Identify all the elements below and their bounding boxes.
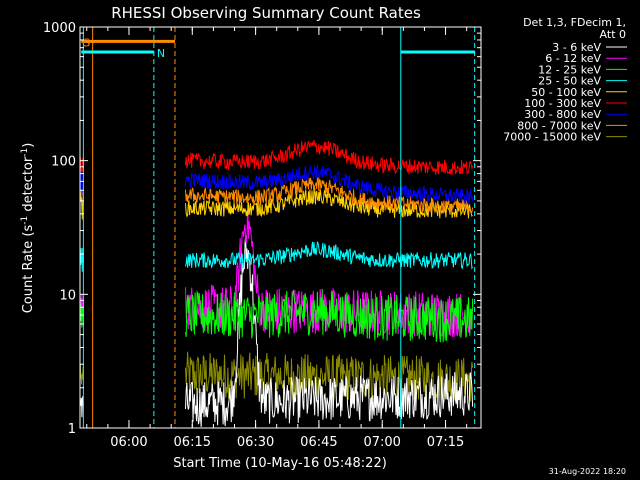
x-axis: 06:00 06:15 06:30 06:45 07:00 07:15 <box>86 27 468 450</box>
plot-frame <box>79 26 482 429</box>
legend-label: 100 - 300 keV <box>524 97 601 110</box>
legend-header-line-2: Att 0 <box>600 28 626 41</box>
plot-area: SN <box>80 27 476 428</box>
x-axis-label: Start Time (10-May-16 05:48:22) <box>173 456 387 471</box>
legend-label: 800 - 7000 keV <box>517 119 601 132</box>
y-tick-label: 100 <box>51 155 76 170</box>
y-tick-label: 10 <box>59 288 76 303</box>
legend-label: 7000 - 15000 keV <box>503 131 601 144</box>
y-tick-label: 1000 <box>43 21 76 36</box>
legend-label: 6 - 12 keV <box>545 52 601 65</box>
series-line-800-7000-kev <box>185 177 474 215</box>
flag-label-n: N <box>157 47 165 60</box>
series-line-7000-15000-kev <box>185 351 474 402</box>
plot-clip-group: SN <box>80 27 476 428</box>
legend-label: 12 - 25 keV <box>538 63 601 76</box>
x-tick-label: 06:00 <box>110 435 147 450</box>
x-tick-label: 06:45 <box>300 435 337 450</box>
legend-header-line-1: Det 1,3, FDecim 1, <box>523 16 626 29</box>
series-line-25-50-kev <box>185 241 474 270</box>
series-line-100-300-kev <box>185 140 474 176</box>
x-tick-label: 07:00 <box>363 435 400 450</box>
legend-label: 3 - 6 keV <box>552 41 601 54</box>
series-line-3-6-kev <box>185 235 474 427</box>
legend-label: 25 - 50 keV <box>538 75 601 88</box>
generation-timestamp: 31-Aug-2022 18:20 <box>549 467 626 476</box>
y-axis: 1 10 100 1000 <box>43 21 481 437</box>
y-axis-label: Count Rate (s-1 detector-1) <box>20 143 36 314</box>
series-line-300-800-kev <box>185 164 474 205</box>
x-tick-label: 06:15 <box>174 435 211 450</box>
series-line-50-100-kev <box>185 187 473 219</box>
legend-label: 300 - 800 keV <box>524 108 601 121</box>
x-tick-label: 06:30 <box>237 435 274 450</box>
y-tick-label: 1 <box>68 422 76 437</box>
legend-label: 50 - 100 keV <box>531 86 601 99</box>
x-tick-label: 07:15 <box>427 435 464 450</box>
chart-title: RHESSI Observing Summary Count Rates <box>111 4 421 22</box>
series-line-12-25-kev <box>185 288 474 343</box>
flag-label-s: S <box>83 36 90 49</box>
